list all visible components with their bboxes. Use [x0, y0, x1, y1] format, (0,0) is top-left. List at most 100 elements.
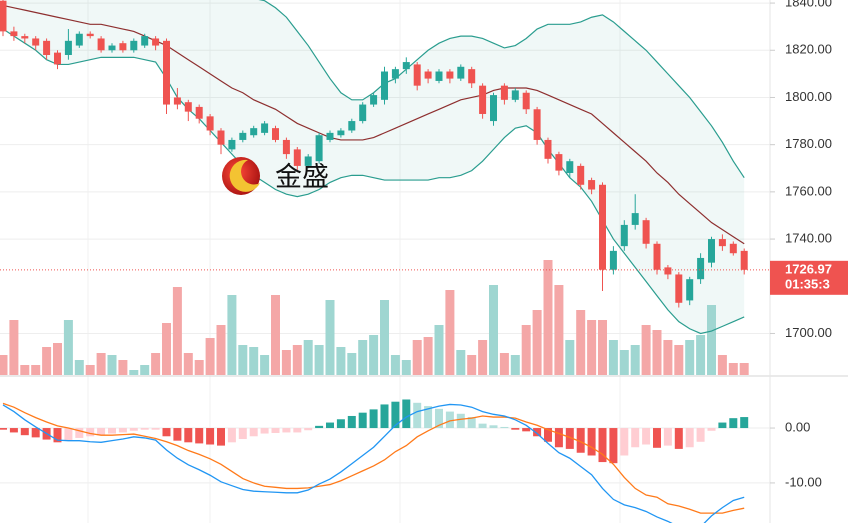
macd-pane — [0, 399, 749, 523]
macd-histogram-bar — [620, 428, 629, 456]
signal-line — [2, 402, 745, 514]
candle-body — [228, 139, 236, 150]
volume-bar — [739, 363, 749, 375]
volume-bar — [260, 355, 270, 375]
macd-histogram-bar — [293, 428, 302, 433]
macd-histogram-bar — [533, 428, 542, 437]
candle-body — [708, 239, 715, 263]
y-tick-label: 0.00 — [785, 419, 810, 434]
volume-bar — [456, 350, 466, 375]
candle-body — [75, 33, 83, 46]
volume-bar — [358, 340, 368, 375]
macd-histogram-bar — [20, 428, 29, 436]
volume-bar — [717, 355, 727, 375]
volume-bar — [281, 350, 291, 375]
volume-bar — [478, 340, 488, 375]
logo-crescent — [229, 159, 260, 192]
candle-body — [315, 135, 323, 162]
y-tick-label: 1820.00 — [785, 42, 832, 57]
y-tick-label: 1840.00 — [785, 0, 832, 10]
volume-bar — [445, 290, 455, 375]
candle-body — [130, 40, 138, 51]
volume-bar — [663, 340, 673, 375]
macd-histogram-bar — [511, 428, 520, 430]
candle-body — [337, 130, 345, 136]
last-price-box — [770, 260, 848, 295]
macd-histogram-bar — [696, 428, 705, 442]
candle-body — [740, 250, 748, 270]
macd-histogram-bar — [336, 419, 345, 429]
volume-bar — [423, 337, 433, 375]
last-time-label: 01:35:3 — [785, 276, 830, 291]
candle-body — [195, 106, 203, 119]
macd-histogram-bar — [9, 428, 18, 433]
candle-body — [282, 139, 290, 155]
y-tick-label: 1740.00 — [785, 231, 832, 246]
macd-histogram-bar — [97, 428, 106, 436]
volume-bar — [576, 310, 586, 375]
macd-histogram-bar — [445, 411, 454, 429]
volume-bar — [162, 323, 171, 375]
volume-bar — [510, 355, 520, 375]
macd-histogram-bar — [195, 428, 204, 444]
candle-body — [370, 95, 378, 105]
volume-bar — [565, 340, 575, 375]
volume-bar — [292, 345, 302, 375]
macd-histogram-bar — [0, 428, 7, 430]
macd-histogram-bar — [598, 428, 607, 463]
candle-body — [631, 213, 639, 225]
macd-histogram-bar — [227, 428, 236, 443]
candle-body — [609, 250, 617, 270]
macd-histogram-bar — [718, 422, 727, 429]
candle-body — [642, 220, 650, 244]
volume-bar — [380, 300, 389, 375]
volume-bar — [499, 353, 509, 375]
volume-bar — [587, 320, 597, 375]
volume-bar — [74, 360, 84, 375]
macd-histogram-bar — [64, 428, 73, 441]
volume-bar — [325, 300, 335, 375]
volume-bar — [554, 285, 564, 375]
volume-bar — [347, 353, 357, 375]
candle-body — [664, 267, 672, 275]
candle-body — [588, 180, 596, 190]
volume-bar — [42, 347, 52, 375]
volume-bar — [63, 320, 73, 375]
volume-bar — [140, 365, 150, 375]
volume-bar — [31, 365, 41, 375]
candle-body — [359, 104, 367, 122]
candle-body — [653, 243, 661, 270]
price-axis: 1840.00 1820.00 1800.00 1780.00 1760.00 1740.… — [770, 0, 848, 489]
macd-histogram-bar — [271, 428, 280, 433]
volume-bar — [369, 335, 379, 375]
macd-histogram-bar — [456, 413, 465, 429]
macd-histogram-bar — [53, 428, 62, 443]
volume-bar — [401, 360, 411, 375]
candle-body — [152, 38, 160, 46]
candle-body — [511, 90, 519, 100]
macd-histogram-bar — [238, 428, 247, 440]
candle-body — [381, 71, 388, 100]
macd-histogram-bar — [184, 428, 193, 443]
candle-body — [544, 139, 552, 159]
macd-histogram-bar — [380, 404, 389, 429]
macd-histogram-bar — [129, 428, 138, 431]
candle-body — [21, 36, 29, 39]
macd-histogram-bar — [642, 428, 651, 445]
volume-bar — [696, 335, 706, 375]
macd-histogram-bar — [118, 428, 127, 433]
candle-body — [490, 95, 497, 122]
macd-histogram-bar — [685, 428, 694, 448]
candle-body — [718, 239, 726, 247]
macd-histogram-bar — [140, 428, 149, 430]
candle-body — [446, 71, 454, 79]
candle-body — [0, 0, 7, 32]
volume-bar — [183, 353, 193, 375]
volume-bar — [96, 353, 106, 375]
macd-histogram-bar — [576, 428, 585, 453]
candle-body — [577, 165, 585, 185]
macd-histogram-bar — [565, 428, 574, 449]
macd-histogram-bar — [424, 406, 433, 429]
macd-histogram-bar — [369, 409, 378, 429]
volume-bar — [118, 360, 128, 375]
